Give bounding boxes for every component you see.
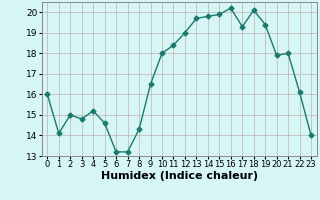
X-axis label: Humidex (Indice chaleur): Humidex (Indice chaleur)	[100, 171, 258, 181]
